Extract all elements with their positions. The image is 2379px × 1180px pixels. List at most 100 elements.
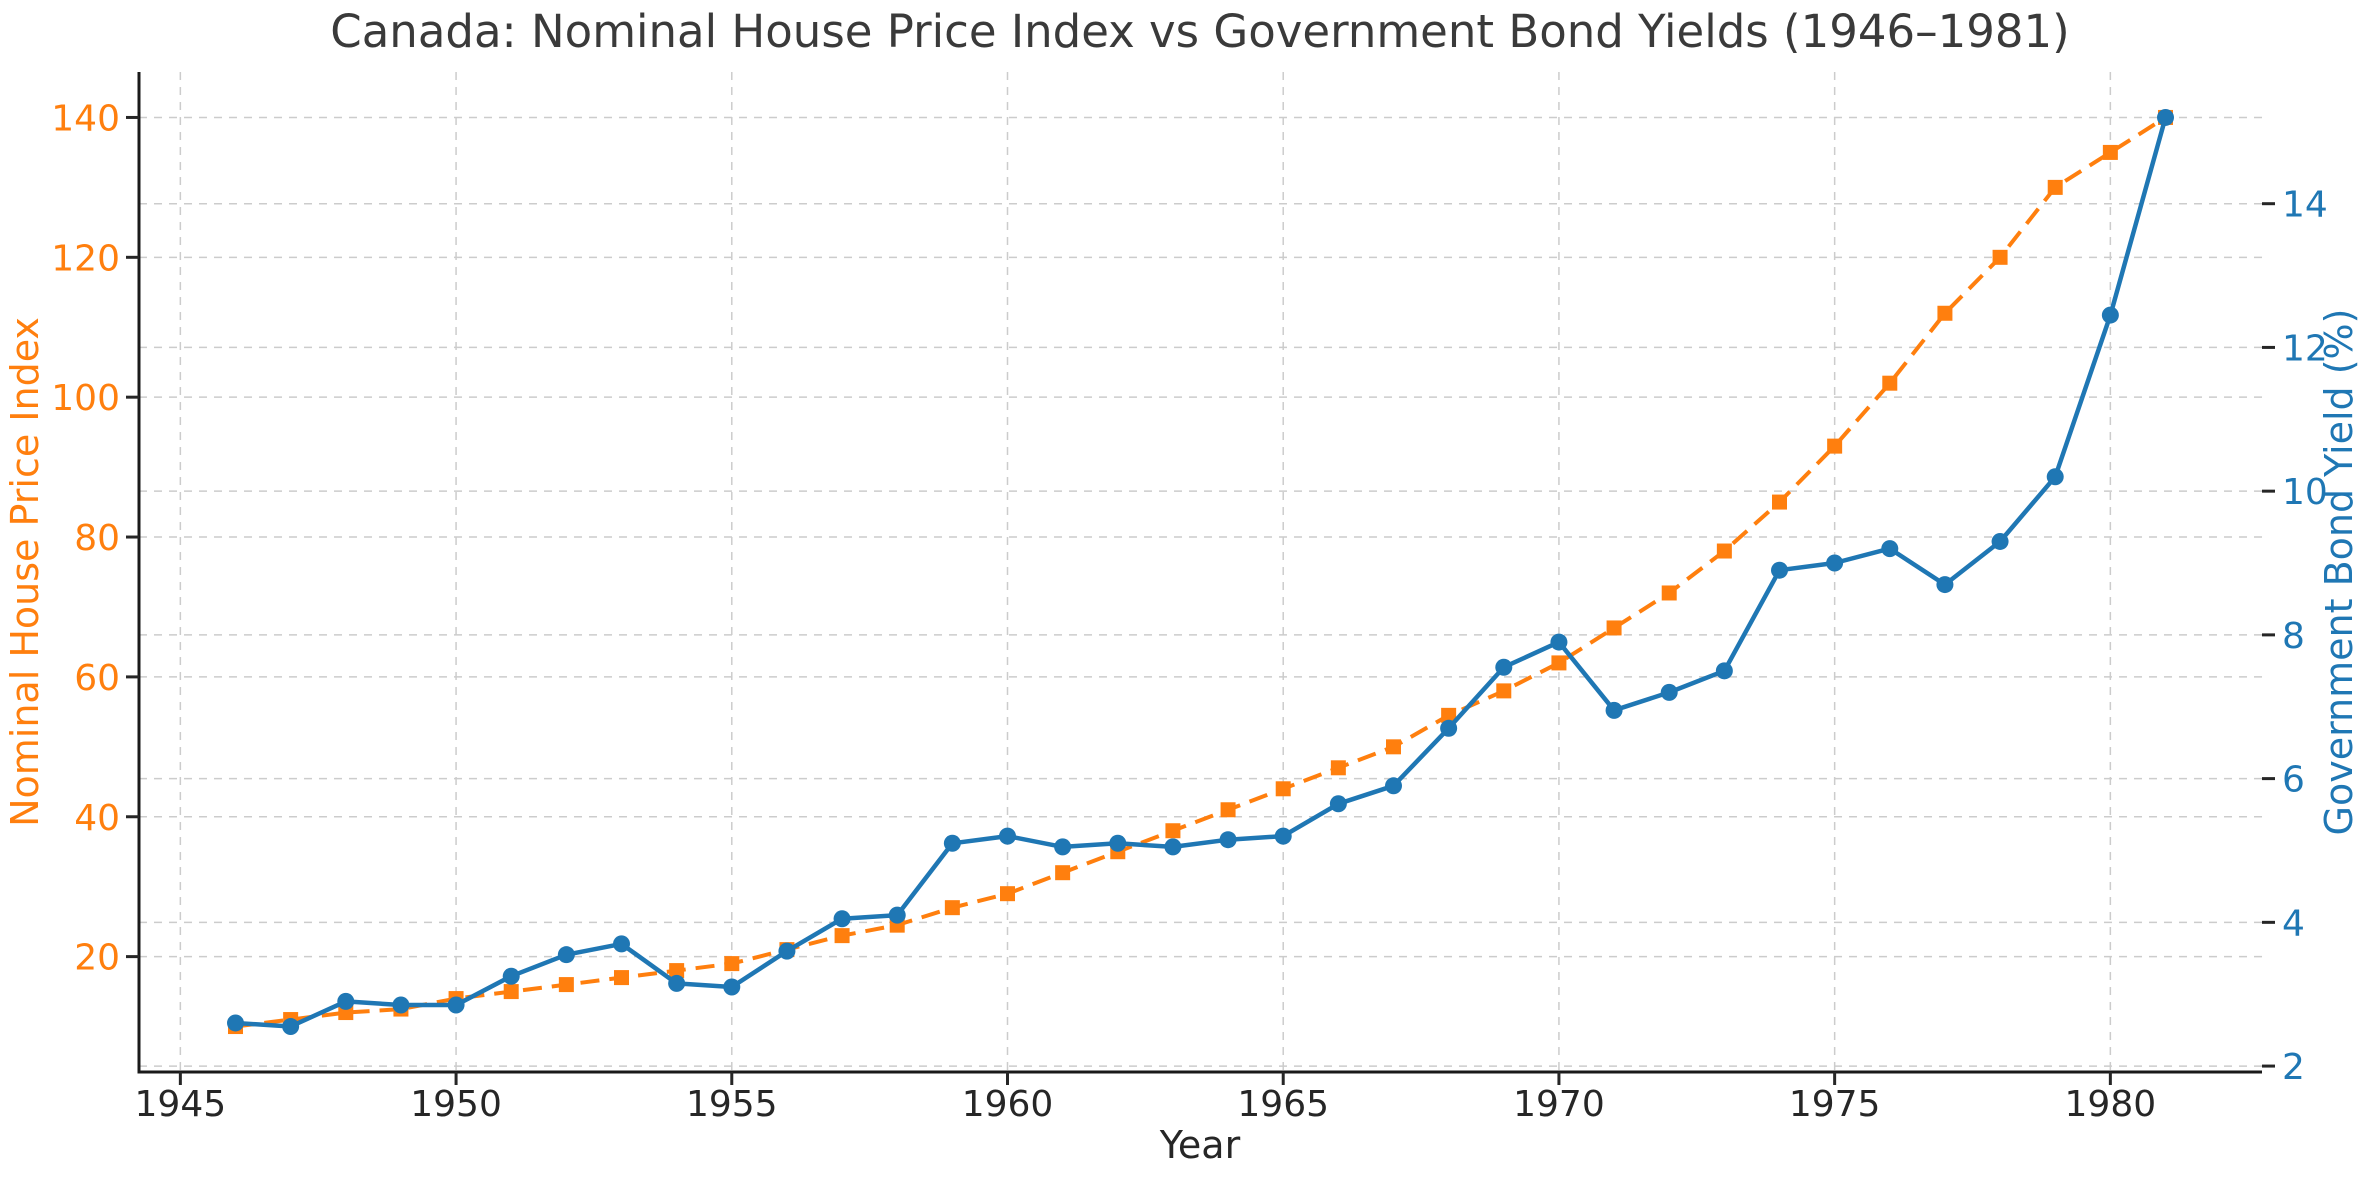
orange-square-marker <box>2047 179 2063 195</box>
blue-circle-marker <box>2101 306 2119 324</box>
blue-circle-marker <box>1109 834 1127 852</box>
x-tick-label: 1945 <box>135 1084 227 1125</box>
orange-square-marker <box>1606 620 1622 636</box>
y-right-tick-label: 10 <box>2282 472 2328 513</box>
orange-square-marker <box>1441 707 1457 723</box>
y-left-tick-label: 40 <box>74 798 120 839</box>
y-right-tick-label: 12 <box>2282 328 2328 369</box>
blue-circle-marker <box>613 935 630 953</box>
orange-square-marker <box>1386 739 1401 755</box>
orange-square-marker <box>1000 886 1015 902</box>
x-tick-label: 1975 <box>1789 1084 1881 1125</box>
x-tick-label: 1955 <box>686 1084 778 1125</box>
orange-series <box>228 109 2173 1035</box>
orange-square-marker <box>1330 760 1346 776</box>
y-left-tick-label: 100 <box>51 378 120 419</box>
axis-spines <box>137 72 2262 1074</box>
blue-circle-marker <box>999 827 1016 845</box>
orange-square-marker <box>1275 781 1291 797</box>
x-tick-label: 1960 <box>962 1084 1054 1125</box>
blue-circle-marker <box>1274 827 1292 845</box>
orange-square-marker <box>1992 249 2008 265</box>
blue-circle-marker <box>778 942 796 960</box>
blue-circle-marker <box>2046 468 2064 486</box>
blue-series-line <box>235 116 2168 1029</box>
x-axis-label: Year <box>1159 1123 1241 1167</box>
orange-square-marker <box>1882 375 1898 391</box>
blue-series <box>227 108 2174 1036</box>
orange-square-marker <box>503 984 519 1000</box>
blue-circle-marker <box>1385 777 1402 795</box>
y-right-tick-label: 2 <box>2282 1047 2305 1088</box>
orange-square-marker <box>724 956 740 972</box>
y-right-tick-label: 6 <box>2282 760 2305 801</box>
blue-circle-marker <box>2157 108 2174 126</box>
blue-circle-marker <box>1164 838 1182 856</box>
x-tick-label: 1965 <box>1237 1084 1329 1125</box>
y-right-tick-label: 14 <box>2282 185 2328 226</box>
orange-square-marker <box>1937 305 1953 321</box>
y-right-axis-label: Government Bond Yield (%) <box>2317 309 2361 836</box>
blue-circle-marker <box>1660 683 1678 701</box>
blue-circle-marker <box>1329 795 1347 813</box>
orange-square-marker <box>834 928 850 944</box>
y-left-tick-label: 20 <box>74 938 120 979</box>
orange-square-marker <box>1661 585 1677 601</box>
axis-tick-labels: 1945 1950 1955 1960 1965 1970 1975 1980 20 40 60 80… <box>51 98 2328 1125</box>
blue-circle-marker <box>227 1014 244 1032</box>
blue-circle-marker <box>1495 658 1513 676</box>
orange-square-marker <box>558 977 574 993</box>
blue-circle-marker <box>1605 701 1623 719</box>
y-left-tick-label: 60 <box>74 658 120 699</box>
y-left-axis-label: Nominal House Price Index <box>3 317 47 827</box>
axis-ticks <box>126 115 2275 1085</box>
orange-square-marker <box>1055 865 1071 881</box>
blue-circle-marker <box>1054 838 1072 856</box>
x-tick-label: 1950 <box>410 1084 502 1125</box>
orange-square-marker <box>2102 144 2118 160</box>
y-left-tick-label: 80 <box>74 518 120 559</box>
blue-circle-marker <box>1219 831 1237 849</box>
blue-circle-marker <box>888 906 906 924</box>
blue-circle-marker <box>337 992 355 1010</box>
blue-circle-marker <box>282 1018 300 1036</box>
blue-circle-marker <box>1771 561 1788 579</box>
orange-series-line <box>235 115 2167 1029</box>
blue-circle-marker <box>943 834 961 852</box>
x-tick-label: 1970 <box>1513 1084 1605 1125</box>
orange-square-marker <box>669 963 685 979</box>
y-right-tick-label: 8 <box>2282 616 2305 657</box>
blue-circle-marker <box>502 967 520 985</box>
blue-circle-marker <box>833 910 851 928</box>
blue-circle-marker <box>557 946 575 964</box>
blue-circle-marker <box>1715 662 1733 680</box>
y-left-tick-label: 140 <box>51 98 120 139</box>
chart-title: Canada: Nominal House Price Index vs Gov… <box>330 5 2069 58</box>
orange-square-marker <box>1165 823 1181 839</box>
orange-square-marker <box>944 900 960 916</box>
blue-circle-marker <box>1550 633 1568 651</box>
orange-square-marker <box>1772 494 1787 510</box>
orange-square-marker <box>1220 802 1236 818</box>
y-right-tick-label: 4 <box>2282 903 2305 944</box>
x-tick-label: 1980 <box>2065 1084 2157 1125</box>
orange-square-marker <box>614 970 629 986</box>
blue-circle-marker <box>392 996 410 1014</box>
orange-square-marker <box>1827 438 1843 454</box>
orange-square-marker <box>1496 683 1512 699</box>
blue-circle-marker <box>1881 540 1899 558</box>
orange-square-marker <box>1551 655 1567 671</box>
y-left-tick-label: 120 <box>51 238 120 279</box>
blue-circle-marker <box>723 978 741 996</box>
orange-square-marker <box>1716 543 1732 559</box>
blue-circle-marker <box>1440 719 1458 737</box>
data-series <box>227 108 2174 1036</box>
blue-circle-marker <box>1936 576 1954 594</box>
blue-circle-marker <box>447 996 465 1014</box>
blue-circle-marker <box>1826 554 1844 572</box>
blue-circle-marker <box>1991 532 2009 550</box>
grid-lines <box>139 72 2262 1072</box>
blue-circle-marker <box>668 974 686 992</box>
